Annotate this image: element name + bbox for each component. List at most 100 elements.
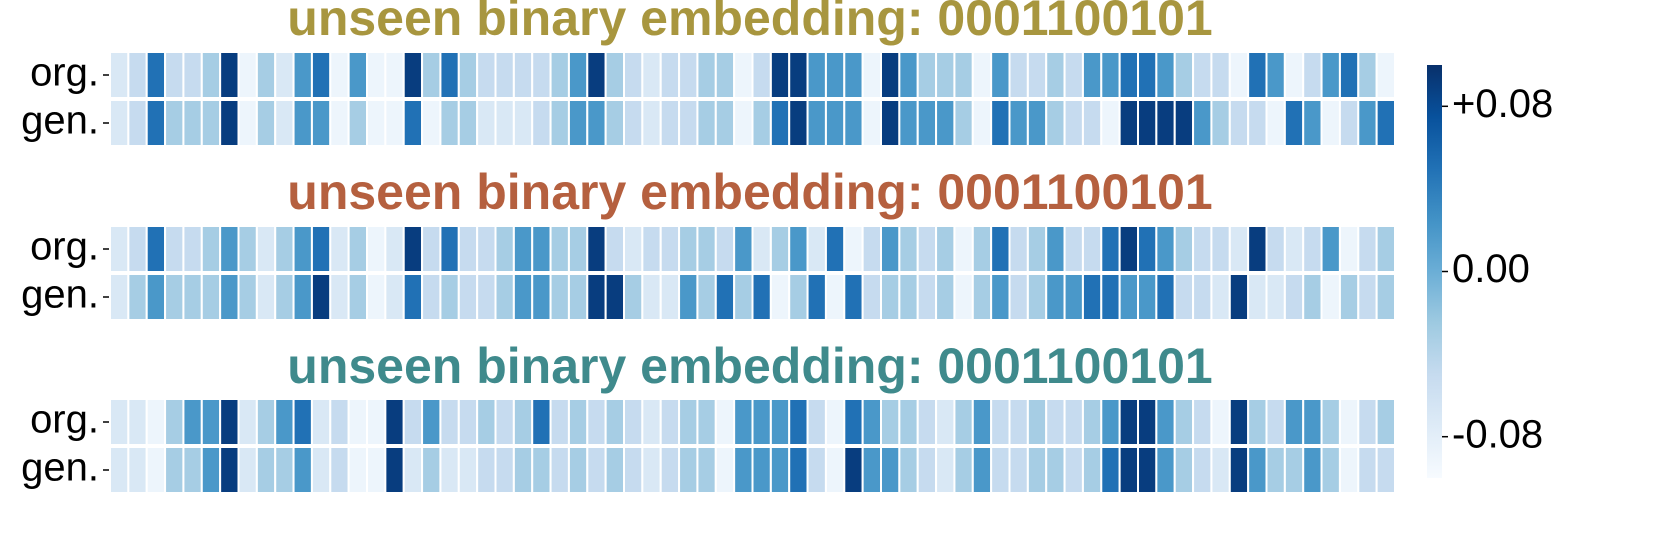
- heatmap-cell: [696, 273, 717, 321]
- heatmap-cell: [843, 51, 864, 99]
- heatmap-cell: [1247, 99, 1268, 147]
- colorbar-tick-label: -0.08: [1452, 412, 1543, 456]
- heatmap-cell: [1320, 273, 1341, 321]
- heatmap-cell: [824, 273, 846, 321]
- heatmap-cell: [1008, 398, 1029, 446]
- heatmap-cell: [1081, 51, 1103, 99]
- heatmap-cell: [861, 225, 883, 273]
- heatmap-cell: [1081, 99, 1103, 147]
- heatmap-cell: [347, 99, 368, 147]
- heatmap-cell: [421, 99, 442, 147]
- heatmap-cell: [421, 225, 442, 273]
- heatmap-cell: [1081, 273, 1103, 321]
- row-label: gen.: [21, 273, 99, 317]
- heatmap-cell: [733, 99, 754, 147]
- heatmap-cell: [1210, 398, 1231, 446]
- heatmap-cell: [200, 51, 222, 99]
- heatmap-cell: [623, 446, 644, 494]
- heatmap-cell: [1173, 398, 1195, 446]
- heatmap-cell: [310, 99, 332, 147]
- heatmap-cell: [843, 446, 864, 494]
- heatmap-cell: [696, 51, 717, 99]
- heatmap-cell: [916, 225, 938, 273]
- heatmap-cell: [641, 225, 662, 273]
- heatmap-cell: [531, 446, 552, 494]
- heatmap-cell: [1338, 225, 1360, 273]
- heatmap-cell: [274, 446, 295, 494]
- heatmap-cell: [1247, 273, 1268, 321]
- heatmap-cell: [237, 446, 258, 494]
- heatmap-cell: [843, 225, 864, 273]
- heatmap-cell: [421, 273, 442, 321]
- heatmap-cell: [402, 446, 424, 494]
- heatmap-cell: [402, 51, 424, 99]
- heatmap-cell: [861, 446, 883, 494]
- heatmap-cell: [421, 398, 442, 446]
- heatmap-cell: [678, 51, 699, 99]
- heatmap-cell: [788, 225, 809, 273]
- heatmap-cell: [255, 225, 277, 273]
- heatmap-cell: [659, 398, 681, 446]
- heatmap-cell: [457, 398, 479, 446]
- heatmap-cell: [384, 99, 405, 147]
- heatmap-cell: [1192, 273, 1213, 321]
- heatmap-cell: [347, 51, 368, 99]
- heatmap-cell: [586, 446, 607, 494]
- heatmap-cell: [990, 225, 1011, 273]
- heatmap-cell: [586, 99, 607, 147]
- heatmap-cell: [861, 398, 883, 446]
- heatmap-cell: [109, 225, 130, 273]
- heatmap-cell: [310, 225, 332, 273]
- heatmap-cell: [1155, 398, 1176, 446]
- heatmap-cell: [1045, 446, 1066, 494]
- heatmap-cell: [1357, 99, 1378, 147]
- heatmap-cell: [421, 51, 442, 99]
- heatmap-cell: [990, 446, 1011, 494]
- heatmap-cell: [1302, 398, 1323, 446]
- heatmap-cell: [806, 225, 827, 273]
- heatmap-cell: [292, 99, 313, 147]
- heatmap-cell: [696, 99, 717, 147]
- heatmap-cell: [751, 398, 772, 446]
- heatmap-cell: [255, 273, 277, 321]
- heatmap-cell: [145, 51, 167, 99]
- heatmap-cell: [604, 273, 626, 321]
- heatmap-cell: [751, 225, 772, 273]
- heatmap-cell: [549, 225, 570, 273]
- heatmap-cell: [1247, 51, 1268, 99]
- heatmap-cell: [219, 225, 240, 273]
- heatmap-cell: [751, 446, 772, 494]
- heatmap-cell: [586, 273, 607, 321]
- heatmap-cell: [1100, 446, 1121, 494]
- heatmap-cell: [880, 398, 901, 446]
- heatmap-cell: [1247, 446, 1268, 494]
- heatmap-cell: [623, 225, 644, 273]
- heatmap-cell: [935, 446, 956, 494]
- heatmap-cell: [861, 51, 883, 99]
- heatmap-cell: [733, 225, 754, 273]
- heatmap-cell: [1008, 99, 1029, 147]
- heatmap-cell: [1302, 99, 1323, 147]
- heatmap-cell: [1210, 273, 1231, 321]
- heatmap-cell: [1338, 51, 1360, 99]
- heatmap-cell: [439, 99, 460, 147]
- heatmap-cell: [1320, 398, 1341, 446]
- heatmap-cell: [1375, 398, 1396, 446]
- heatmap-cell: [880, 51, 901, 99]
- heatmap-cell: [292, 446, 313, 494]
- heatmap-cell: [1081, 398, 1103, 446]
- heatmap-cell: [659, 446, 681, 494]
- heatmap-cell: [1210, 225, 1231, 273]
- heatmap-cell: [1302, 273, 1323, 321]
- heatmap-cell: [1357, 446, 1378, 494]
- heatmap-cell: [237, 273, 258, 321]
- heatmap-cell: [953, 446, 974, 494]
- heatmap-cell: [1357, 51, 1378, 99]
- heatmap-cell: [1375, 225, 1396, 273]
- heatmap-cell: [457, 273, 479, 321]
- heatmap-cell: [733, 273, 754, 321]
- heatmap-cell: [1192, 51, 1213, 99]
- heatmap-cell: [200, 99, 222, 147]
- heatmap-cell: [641, 99, 662, 147]
- heatmap-cell: [457, 446, 479, 494]
